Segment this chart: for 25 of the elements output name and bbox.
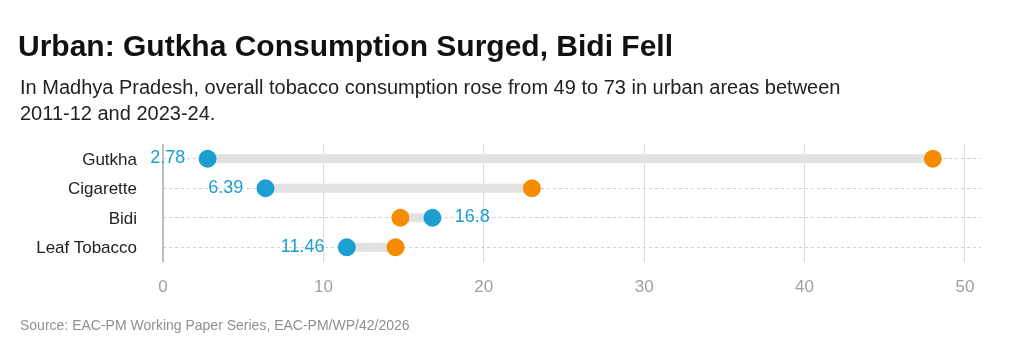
chart-subtitle: In Madhya Pradesh, overall tobacco consumption rose from 49 to 73 in urban areas between 2011-12 and 2023-24.	[20, 76, 841, 124]
y-tick-label: Bidi	[108, 208, 137, 228]
x-tick-label: 30	[634, 277, 654, 296]
source-note: Source: EAC-PM Working Paper Series, EAC-PM/WP/42/2026	[20, 317, 410, 333]
point	[522, 179, 541, 198]
point	[423, 208, 442, 227]
point	[386, 238, 405, 257]
point	[256, 179, 275, 198]
data-label: 16.8	[444, 206, 500, 227]
x-tick-label: 10	[313, 277, 333, 296]
chart-title: Urban: Gutkha Consumption Surged, Bidi Fell	[18, 28, 674, 62]
data-label: 6.39	[198, 176, 254, 197]
point	[337, 238, 356, 257]
point	[198, 149, 217, 168]
x-tick-label: 50	[955, 277, 975, 296]
x-tick-label: 0	[158, 277, 168, 296]
y-tick-label: Leaf Tobacco	[36, 238, 137, 258]
y-tick-label: Cigarette	[68, 179, 137, 199]
data-label: 11.46	[270, 235, 335, 256]
x-tick-label: 20	[474, 277, 494, 296]
point	[391, 208, 410, 227]
point	[923, 149, 942, 168]
data-label: 2.78	[140, 147, 196, 168]
x-tick-label: 40	[795, 277, 815, 296]
y-tick-label: Gutkha	[82, 149, 138, 169]
